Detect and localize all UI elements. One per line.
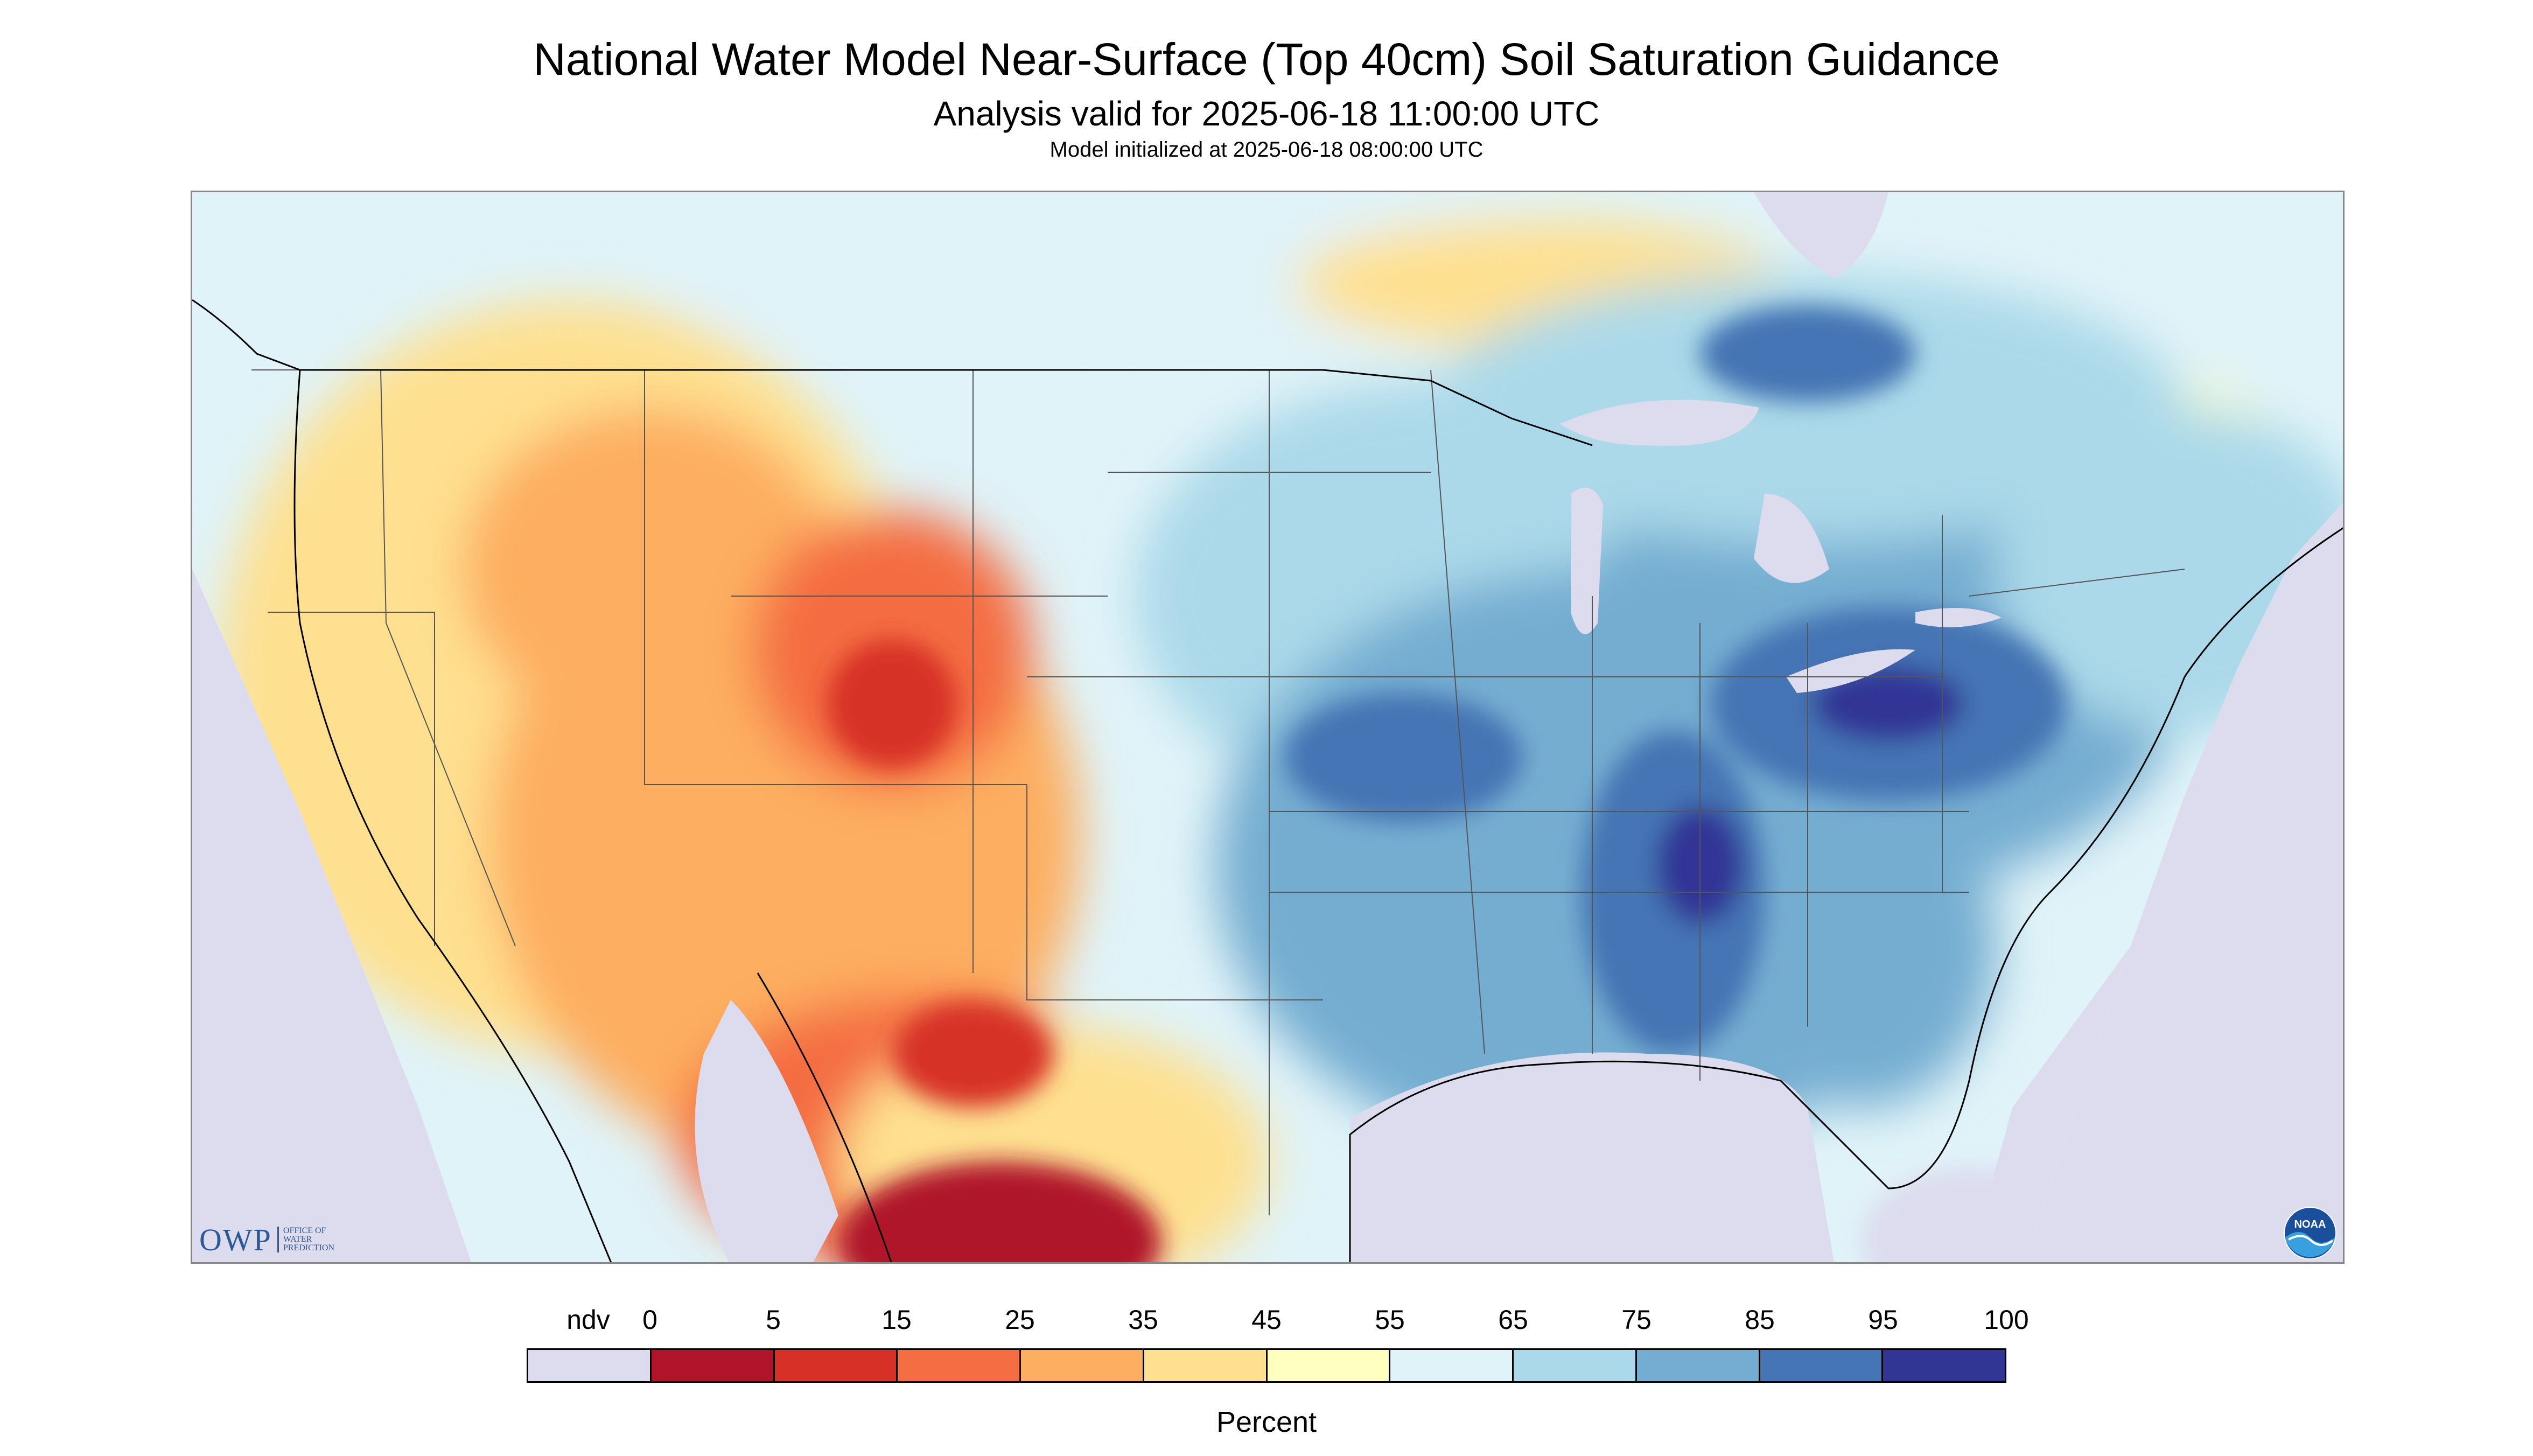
- legend-swatch: [1021, 1350, 1144, 1381]
- legend-tick-label: 35: [1128, 1305, 1158, 1335]
- model-init-time: Model initialized at 2025-06-18 08:00:00…: [1049, 138, 1484, 162]
- owp-logo-text: OWP: [199, 1222, 272, 1257]
- legend-tick-label: ndv: [566, 1305, 610, 1335]
- legend-tick-label: 15: [881, 1305, 912, 1335]
- legend-unit-label: Percent: [1216, 1406, 1317, 1438]
- coastlines: [192, 299, 2343, 1262]
- legend-swatch: [1514, 1350, 1637, 1381]
- owp-logo-subtext: OFFICE OF WATER PREDICTION: [277, 1227, 348, 1252]
- legend-swatch: [774, 1350, 898, 1381]
- legend-tick-label: 95: [1868, 1305, 1898, 1335]
- legend-tick-label: 65: [1498, 1305, 1528, 1335]
- legend-swatch: [1267, 1350, 1391, 1381]
- legend-tick-label: 5: [766, 1305, 781, 1335]
- lake-superior: [1560, 400, 1759, 446]
- lake-huron: [1754, 494, 1829, 583]
- analysis-valid-time: Analysis valid for 2025-06-18 11:00:00 U…: [933, 94, 1600, 133]
- map-title: National Water Model Near-Surface (Top 4…: [533, 34, 2000, 85]
- lake-michigan: [1571, 487, 1603, 634]
- legend-tick-label: 45: [1251, 1305, 1282, 1335]
- legend-swatch: [898, 1350, 1021, 1381]
- legend-swatch: [651, 1350, 775, 1381]
- lake-erie: [1786, 649, 1915, 693]
- legend-swatch: [1636, 1350, 1760, 1381]
- owp-logo: OWP OFFICE OF WATER PREDICTION: [199, 1222, 348, 1257]
- legend-tick-label: 85: [1745, 1305, 1775, 1335]
- legend-tick-label: 55: [1375, 1305, 1405, 1335]
- state-borders: [251, 369, 2185, 1215]
- legend-swatch: [1760, 1350, 1884, 1381]
- legend-tick-label: 75: [1621, 1305, 1652, 1335]
- color-legend: ndv 0 5 15 25 35 45 55 65 75 85 95 100 Percent: [0, 1292, 2533, 1454]
- legend-tick-label: 0: [642, 1305, 657, 1335]
- legend-swatch: [1883, 1350, 2005, 1381]
- legend-swatch: [1390, 1350, 1514, 1381]
- legend-swatch: [528, 1350, 652, 1381]
- gulf-of-california: [695, 1000, 838, 1262]
- noaa-logo: NOAA: [2284, 1207, 2336, 1259]
- legend-tick-label: 25: [1005, 1305, 1035, 1335]
- hudson-bay: [1754, 192, 1888, 278]
- soil-saturation-map: [191, 191, 2345, 1264]
- map-canvas: [192, 192, 2343, 1262]
- legend-bar: [527, 1348, 2006, 1383]
- legend-tick-label: 100: [1984, 1305, 2029, 1335]
- saturation-field: [192, 192, 2343, 1262]
- legend-swatch: [1144, 1350, 1268, 1381]
- lake-ontario: [1915, 608, 2002, 627]
- gulf-of-mexico: [1350, 1052, 1835, 1262]
- noaa-logo-text: NOAA: [2294, 1219, 2326, 1230]
